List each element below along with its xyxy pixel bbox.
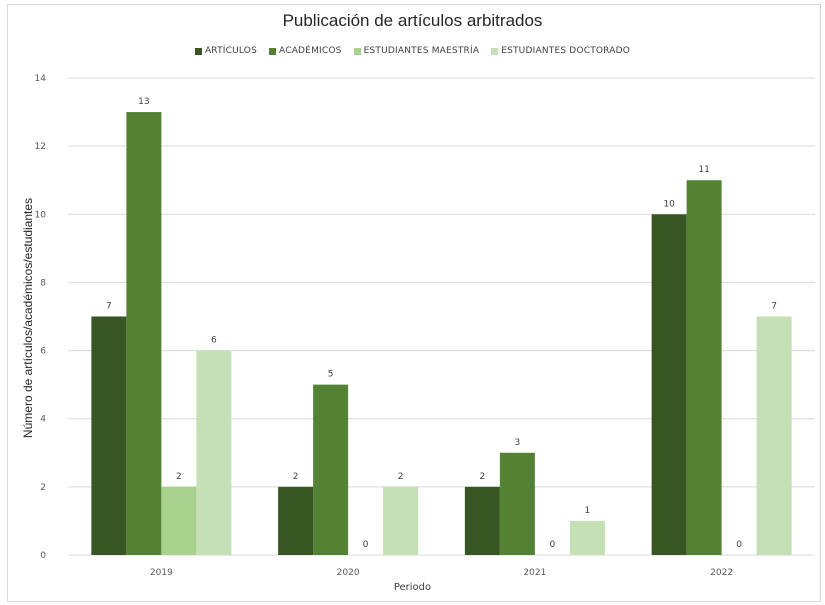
data-label: 0 [363, 540, 369, 550]
legend-label: ESTUDIANTES MAESTRÍA [363, 46, 480, 56]
data-label: 2 [480, 472, 486, 482]
bar [313, 384, 349, 555]
bar [91, 316, 127, 555]
legend-swatch [194, 47, 202, 55]
bar [569, 520, 605, 555]
y-tick-label: 8 [40, 278, 46, 288]
data-label: 2 [176, 472, 182, 482]
legend-swatch [353, 47, 361, 55]
bar [464, 486, 500, 555]
chart-title: Publicación de artículos arbitrados [282, 11, 543, 30]
legend-item-estudiantes-maestria: ESTUDIANTES MAESTRÍA [353, 46, 480, 56]
y-axis-label: Número de artículos/académicos/estudiant… [21, 197, 35, 439]
data-label: 1 [585, 506, 591, 516]
legend-item-articulos: ARTÍCULOS [194, 46, 258, 56]
data-label: 2 [398, 472, 404, 482]
bar [651, 214, 687, 556]
x-tick-label: 2019 [150, 568, 173, 578]
data-label: 0 [736, 540, 742, 550]
y-tick-label: 6 [40, 347, 46, 357]
legend-swatch [269, 47, 277, 55]
bar [126, 112, 162, 556]
bar [756, 316, 792, 555]
legend-label: ARTÍCULOS [204, 46, 258, 56]
x-tick-label: 2022 [710, 568, 733, 578]
data-label: 0 [550, 540, 556, 550]
data-label: 2 [293, 472, 299, 482]
data-label: 5 [328, 370, 334, 380]
data-label: 7 [771, 302, 777, 312]
data-label: 13 [138, 97, 149, 107]
legend: ARTÍCULOS ACADÉMICOS ESTUDIANTES MAESTRÍ… [0, 46, 825, 56]
x-tick-label: 2020 [337, 568, 360, 578]
x-axis-label: Periodo [393, 582, 432, 593]
data-label: 7 [106, 302, 112, 312]
legend-label: ESTUDIANTES DOCTORADO [501, 46, 631, 56]
legend-label: ACADÉMICOS [279, 46, 342, 56]
bar [383, 486, 419, 555]
bar [196, 350, 232, 555]
data-label: 11 [698, 165, 709, 175]
y-tick-label: 4 [40, 415, 46, 425]
y-tick-label: 12 [35, 142, 46, 152]
bar [499, 452, 535, 555]
y-tick-label: 10 [35, 210, 47, 220]
y-tick-label: 0 [40, 551, 46, 561]
y-tick-label: 14 [35, 74, 47, 84]
bar [278, 486, 314, 555]
legend-item-academicos: ACADÉMICOS [269, 46, 342, 56]
legend-item-estudiantes-doctorado: ESTUDIANTES DOCTORADO [491, 46, 630, 56]
x-tick-label: 2021 [523, 568, 546, 578]
legend-swatch [491, 47, 499, 55]
data-label: 3 [515, 438, 521, 448]
bar [161, 486, 197, 555]
bar [686, 180, 722, 555]
data-label: 10 [663, 199, 675, 209]
data-label: 6 [211, 336, 217, 346]
y-tick-label: 2 [40, 483, 46, 493]
